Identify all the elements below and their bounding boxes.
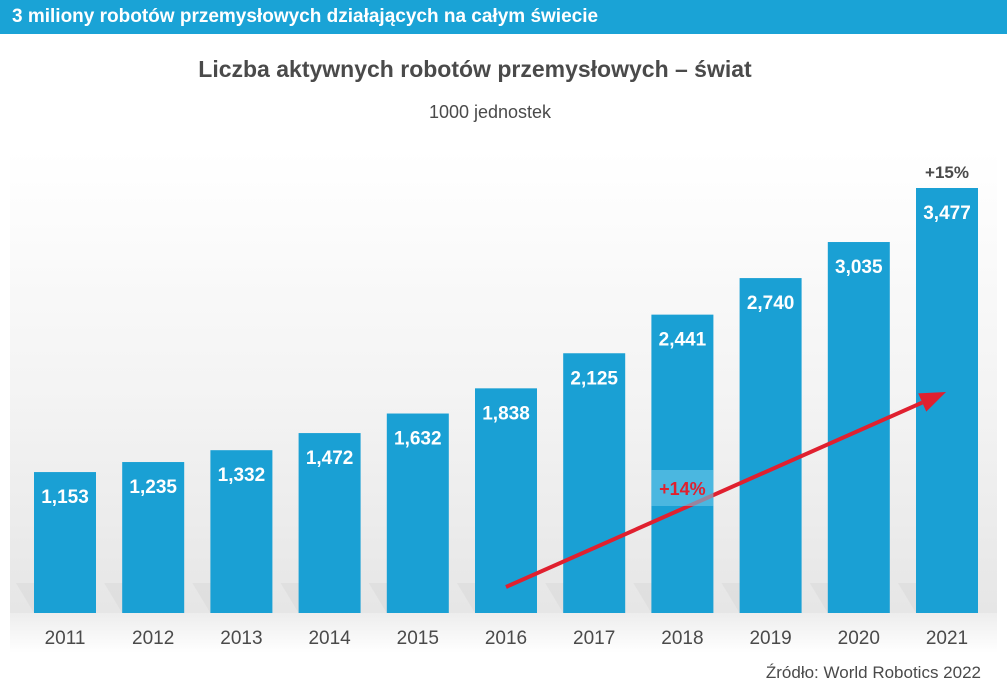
bar-2011 xyxy=(34,472,96,613)
x-tick-label: 2013 xyxy=(220,628,262,649)
bar-value-label: 3,035 xyxy=(835,257,883,278)
x-tick-label: 2021 xyxy=(926,628,968,649)
bar-2017 xyxy=(563,353,626,613)
bar-value-label: 1,235 xyxy=(129,477,177,498)
x-tick-label: 2018 xyxy=(661,628,703,649)
bar-2019 xyxy=(739,278,802,613)
bar-value-label: 2,125 xyxy=(570,368,618,389)
bar-2014 xyxy=(298,433,361,613)
bar-value-label: 2,740 xyxy=(747,293,795,314)
bar-2013 xyxy=(210,450,273,613)
growth-arrow-head xyxy=(918,392,946,412)
x-tick-label: 2011 xyxy=(45,628,86,649)
bar-2015 xyxy=(386,413,449,613)
growth-annotation-15: +15% xyxy=(925,163,969,182)
bar-value-label: 1,332 xyxy=(218,465,266,486)
bar-value-label: 3,477 xyxy=(923,203,971,224)
bar-value-label: 1,153 xyxy=(41,487,89,508)
growth-annotation-14: +14% xyxy=(659,479,706,499)
x-tick-label: 2020 xyxy=(838,628,880,649)
growth-label-backdrop xyxy=(651,470,714,506)
x-tick-label: 2016 xyxy=(485,628,527,649)
x-tick-label: 2019 xyxy=(749,628,791,649)
x-tick-label: 2017 xyxy=(573,628,615,649)
bar-value-label: 1,632 xyxy=(394,429,442,450)
x-tick-label: 2012 xyxy=(132,628,174,649)
source-note: Źródło: World Robotics 2022 xyxy=(765,663,981,682)
x-tick-label: 2014 xyxy=(308,628,351,649)
bar-2020 xyxy=(827,242,890,613)
bar-value-label: 1,838 xyxy=(482,403,530,424)
chart-title: Liczba aktywnych robotów przemysłowych –… xyxy=(198,56,752,82)
chart-floor xyxy=(10,613,997,653)
bar-2018 xyxy=(651,314,714,613)
bar-2016 xyxy=(475,388,537,613)
bar-value-label: 1,472 xyxy=(306,448,354,469)
banner-title: 3 miliony robotów przemysłowych działają… xyxy=(0,0,1007,34)
chart-subtitle: 1000 jednostek xyxy=(428,102,552,122)
x-tick-label: 2015 xyxy=(397,628,439,649)
bar-value-label: 2,441 xyxy=(659,330,707,351)
bar-2012 xyxy=(122,462,185,613)
growth-arrow-line xyxy=(505,400,924,589)
